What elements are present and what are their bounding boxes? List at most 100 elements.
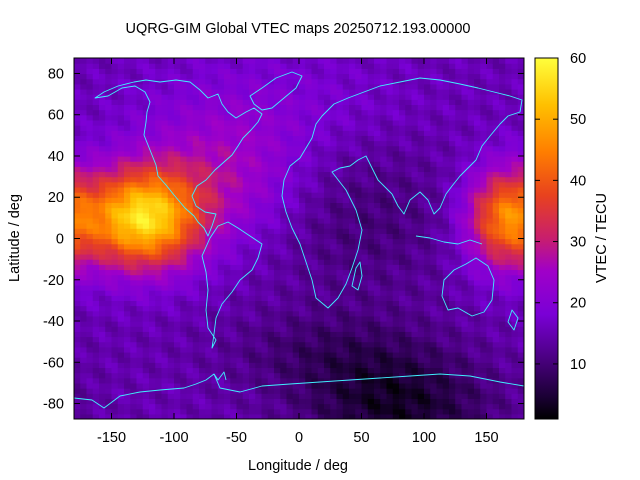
heatmap-cell bbox=[311, 192, 319, 198]
heatmap-cell bbox=[399, 233, 406, 240]
heatmap-cell bbox=[367, 295, 375, 301]
heatmap-cell bbox=[117, 228, 125, 234]
heatmap-cell bbox=[442, 248, 450, 255]
heatmap-cell bbox=[461, 99, 469, 106]
heatmap-cell bbox=[236, 192, 244, 198]
heatmap-cell bbox=[299, 192, 306, 198]
heatmap-cell bbox=[449, 341, 456, 348]
heatmap-cell bbox=[236, 186, 244, 193]
heatmap-cell bbox=[449, 315, 456, 322]
heatmap-cell bbox=[92, 88, 100, 95]
heatmap-cell bbox=[311, 331, 319, 338]
heatmap-cell bbox=[242, 274, 250, 281]
heatmap-cell bbox=[174, 264, 181, 271]
heatmap-cell bbox=[499, 336, 506, 343]
heatmap-cell bbox=[105, 233, 113, 240]
heatmap-cell bbox=[436, 279, 444, 286]
heatmap-cell bbox=[349, 398, 356, 405]
heatmap-cell bbox=[442, 310, 450, 317]
heatmap-cell bbox=[436, 125, 444, 131]
heatmap-cell bbox=[361, 83, 369, 90]
heatmap-cell bbox=[86, 351, 94, 358]
heatmap-cell bbox=[449, 310, 456, 317]
heatmap-cell bbox=[161, 155, 169, 162]
heatmap-cell bbox=[80, 253, 88, 260]
heatmap-cell bbox=[361, 171, 369, 178]
heatmap-cell bbox=[92, 176, 100, 183]
heatmap-cell bbox=[417, 109, 425, 116]
heatmap-cell bbox=[224, 269, 231, 276]
heatmap-cell bbox=[317, 382, 325, 389]
heatmap-cell bbox=[361, 186, 369, 193]
heatmap-cell bbox=[249, 238, 256, 245]
heatmap-cell bbox=[274, 300, 281, 307]
heatmap-cell bbox=[349, 150, 356, 157]
heatmap-cell bbox=[467, 166, 475, 173]
heatmap-cell bbox=[205, 202, 213, 209]
heatmap-cell bbox=[480, 207, 488, 214]
heatmap-cell bbox=[149, 336, 156, 343]
heatmap-cell bbox=[386, 228, 394, 234]
heatmap-cell bbox=[99, 259, 106, 265]
heatmap-cell bbox=[74, 295, 81, 301]
heatmap-cell bbox=[349, 181, 356, 188]
heatmap-cell bbox=[99, 207, 106, 214]
heatmap-cell bbox=[486, 233, 494, 240]
heatmap-cell bbox=[399, 88, 406, 95]
heatmap-cell bbox=[330, 403, 338, 410]
heatmap-cell bbox=[167, 207, 175, 214]
heatmap-cell bbox=[330, 135, 338, 142]
heatmap-cell bbox=[167, 331, 175, 338]
heatmap-cell bbox=[230, 331, 238, 338]
heatmap-cell bbox=[274, 284, 281, 291]
heatmap-cell bbox=[405, 176, 413, 183]
heatmap-cell bbox=[367, 212, 375, 219]
heatmap-cell bbox=[499, 253, 506, 260]
heatmap-cell bbox=[499, 161, 506, 167]
heatmap-cell bbox=[430, 217, 438, 224]
heatmap-cell bbox=[380, 78, 388, 85]
heatmap-cell bbox=[86, 145, 94, 152]
heatmap-cell bbox=[224, 202, 231, 209]
heatmap-cell bbox=[355, 279, 363, 286]
heatmap-cell bbox=[74, 243, 81, 250]
heatmap-cell bbox=[317, 377, 325, 384]
heatmap-cell bbox=[349, 357, 356, 363]
heatmap-cell bbox=[330, 223, 338, 229]
heatmap-cell bbox=[342, 155, 350, 162]
heatmap-cell bbox=[117, 362, 125, 369]
heatmap-cell bbox=[480, 63, 488, 69]
heatmap-cell bbox=[461, 377, 469, 384]
heatmap-cell bbox=[399, 83, 406, 90]
heatmap-cell bbox=[511, 171, 519, 178]
heatmap-cell bbox=[324, 408, 331, 415]
heatmap-cell bbox=[211, 253, 219, 260]
heatmap-cell bbox=[205, 367, 213, 374]
heatmap-cell bbox=[224, 186, 231, 193]
heatmap-cell bbox=[374, 145, 381, 152]
heatmap-cell bbox=[399, 336, 406, 343]
heatmap-cell bbox=[180, 145, 188, 152]
heatmap-cell bbox=[180, 279, 188, 286]
heatmap-cell bbox=[480, 161, 488, 167]
heatmap-cell bbox=[124, 357, 131, 363]
heatmap-cell bbox=[149, 372, 156, 379]
heatmap-cell bbox=[174, 192, 181, 198]
heatmap-cell bbox=[142, 341, 150, 348]
heatmap-cell bbox=[467, 300, 475, 307]
heatmap-cell bbox=[355, 362, 363, 369]
heatmap-cell bbox=[299, 403, 306, 410]
heatmap-cell bbox=[292, 315, 300, 322]
heatmap-cell bbox=[511, 135, 519, 142]
heatmap-cell bbox=[111, 78, 119, 85]
heatmap-cell bbox=[367, 145, 375, 152]
heatmap-cell bbox=[505, 351, 513, 358]
heatmap-cell bbox=[449, 367, 456, 374]
heatmap-cell bbox=[192, 150, 200, 157]
heatmap-cell bbox=[174, 393, 181, 399]
heatmap-cell bbox=[80, 377, 88, 384]
heatmap-cell bbox=[399, 331, 406, 338]
heatmap-cell bbox=[92, 63, 100, 69]
heatmap-cell bbox=[124, 279, 131, 286]
heatmap-cell bbox=[355, 228, 363, 234]
